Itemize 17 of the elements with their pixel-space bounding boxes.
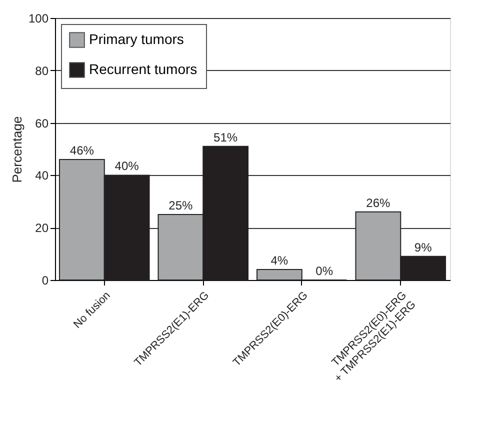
y-tick-label: 40: [35, 168, 49, 183]
y-tick-label: 60: [35, 116, 49, 130]
data-label: 25%: [168, 198, 194, 212]
y-tick-label: 100: [28, 12, 49, 26]
data-label: 40%: [114, 159, 140, 174]
data-label: 0%: [316, 264, 334, 278]
data-label: 46%: [70, 143, 94, 158]
legend-label: Primary tumors: [89, 31, 184, 47]
data-label: 51%: [214, 130, 238, 144]
legend-label: Recurrent tumors: [89, 61, 198, 77]
y-tick-label: 80: [35, 64, 49, 78]
data-label: 4%: [270, 254, 288, 268]
data-label: 26%: [366, 196, 391, 210]
y-axis-title: Percentage: [9, 116, 24, 183]
y-tick-label: 0: [42, 274, 49, 288]
data-label: 9%: [414, 240, 432, 254]
y-tick-label: 20: [35, 221, 49, 236]
